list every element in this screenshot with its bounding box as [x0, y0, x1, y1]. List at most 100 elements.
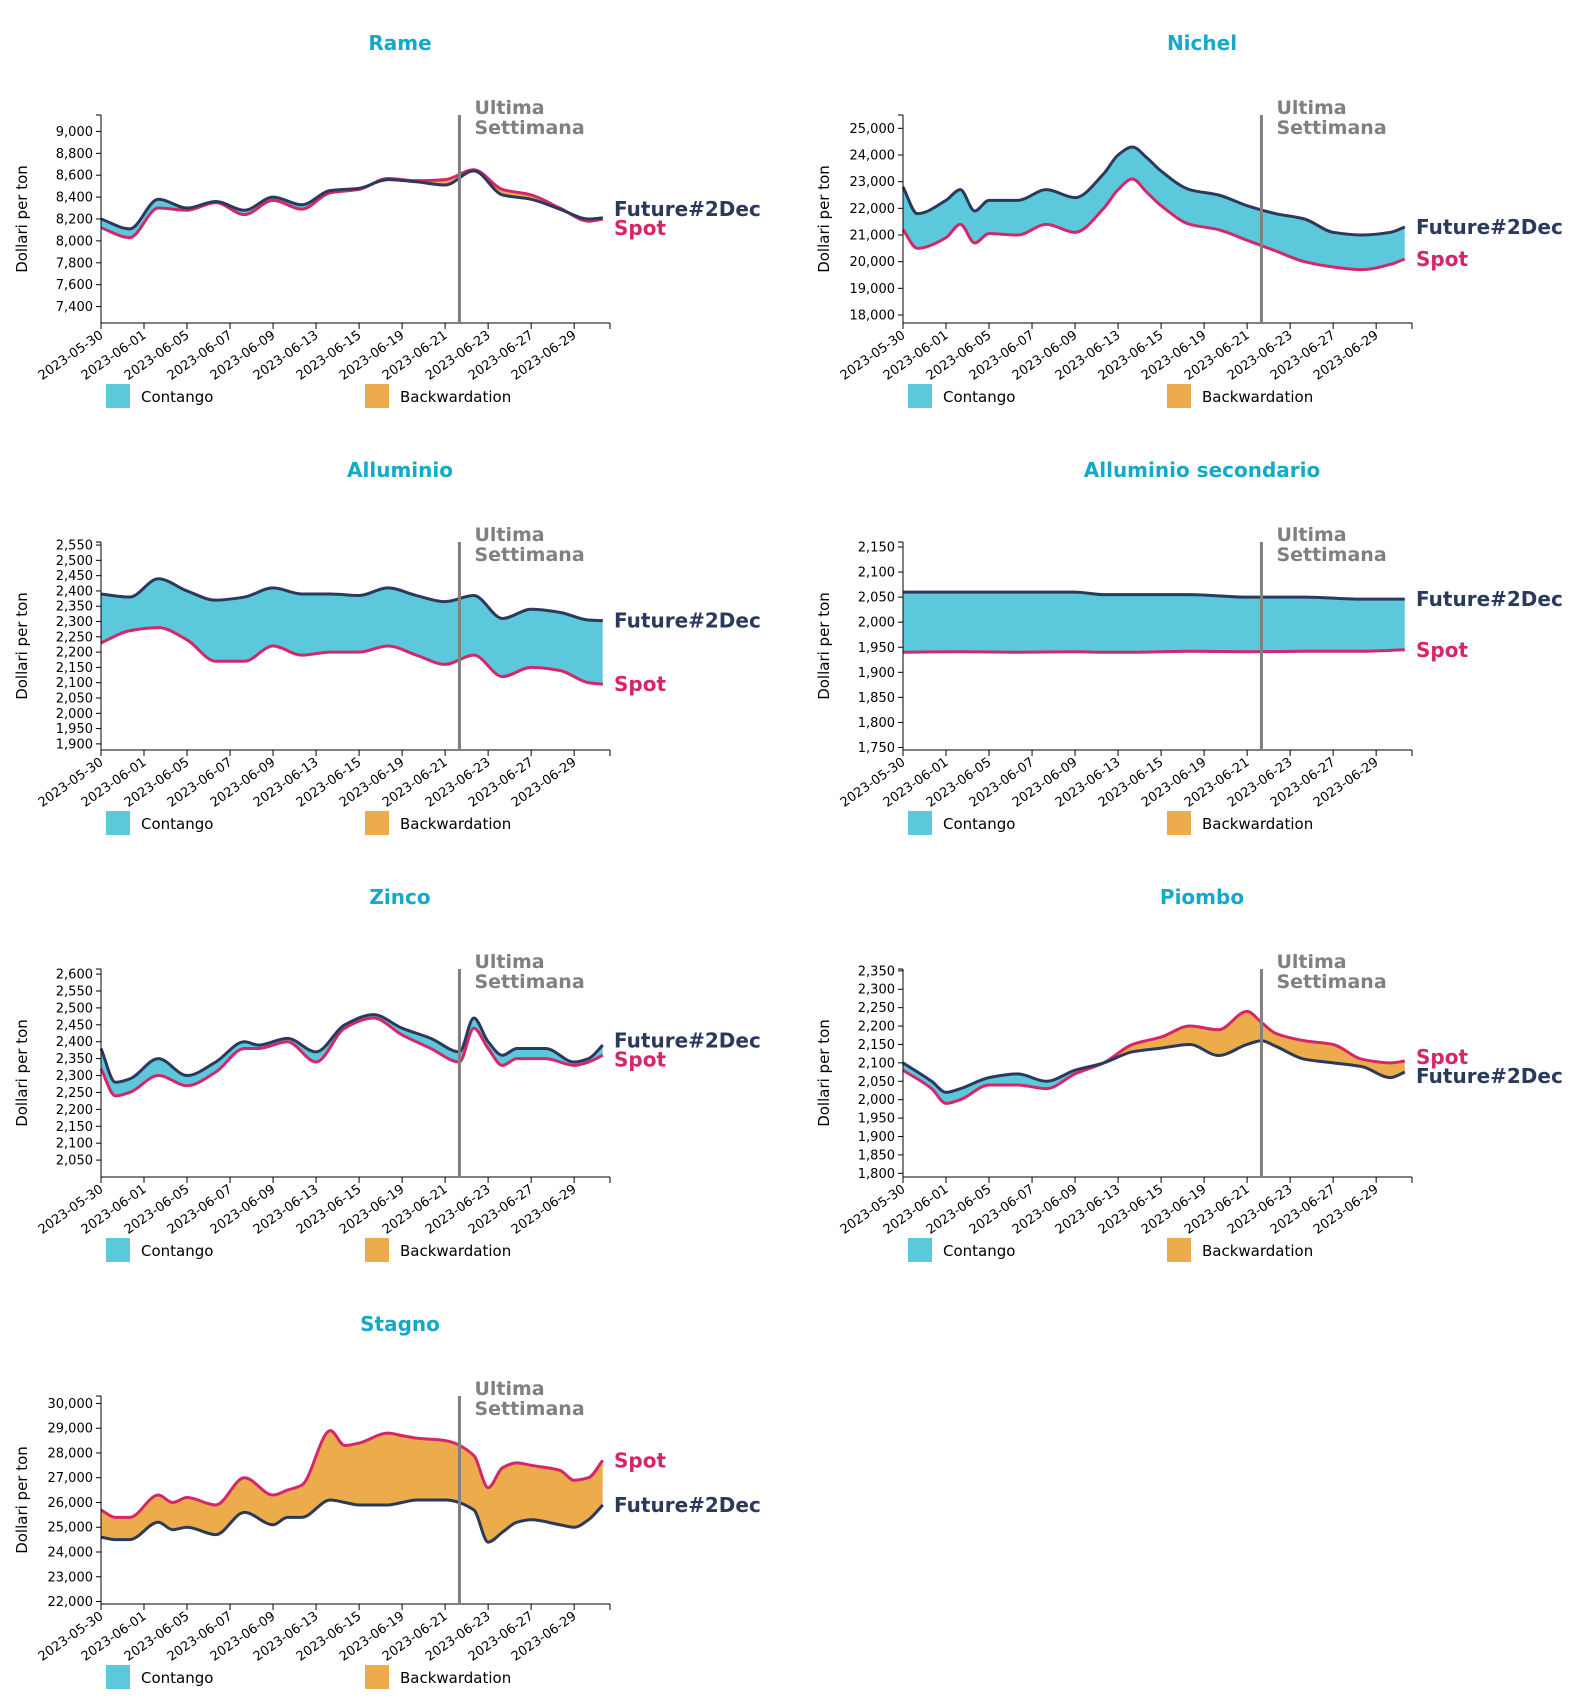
- y-tick-label: 22,000: [48, 1595, 94, 1610]
- y-tick-label: 2,050: [56, 692, 93, 707]
- spot-line: [100, 1429, 605, 1519]
- y-tick-label: 7,600: [56, 278, 93, 293]
- y-axis-title: Dollari per ton: [13, 592, 31, 700]
- y-tick-label: 2,350: [56, 600, 93, 615]
- chart-legend: Contango Backwardation: [908, 811, 1313, 835]
- spot-end-label: Spot: [1416, 247, 1468, 271]
- backwardation-area: [101, 1430, 603, 1543]
- future-end-label: Future#2Dec: [1416, 1064, 1563, 1088]
- y-tick-label: 2,100: [56, 676, 93, 691]
- y-tick-label: 2,100: [56, 1137, 93, 1152]
- spot-end-label: Spot: [614, 1448, 666, 1472]
- y-tick-label: 2,200: [858, 1020, 895, 1035]
- y-tick-label: 26,000: [48, 1496, 94, 1511]
- backwardation-swatch: [365, 1238, 389, 1262]
- last-week-label: Settimana: [474, 117, 584, 139]
- y-tick-label: 2,500: [56, 1001, 93, 1016]
- y-tick-label: 1,900: [858, 1130, 895, 1145]
- y-tick-label: 29,000: [48, 1422, 94, 1437]
- backwardation-swatch: [1167, 811, 1191, 835]
- spot-end-label: Spot: [1416, 638, 1468, 662]
- y-tick-label: 19,000: [850, 282, 896, 297]
- future-end-label: Future#2Dec: [614, 609, 761, 633]
- backwardation-swatch: [365, 1665, 389, 1689]
- y-tick-label: 8,400: [56, 191, 93, 206]
- y-tick-label: 9,000: [56, 125, 93, 140]
- contango-legend-label: Contango: [141, 815, 213, 833]
- backwardation-legend-label: Backwardation: [400, 1242, 511, 1260]
- future-line: [902, 590, 1405, 601]
- last-week-label: Settimana: [474, 971, 584, 993]
- y-tick-label: 1,800: [858, 716, 895, 731]
- backwardation-legend-label: Backwardation: [1202, 1242, 1313, 1260]
- backwardation-legend-label: Backwardation: [1202, 388, 1313, 406]
- chart-panel-alluminio-secondario: Alluminio secondario 1,750 1,800 1,850 1,900…: [815, 458, 1563, 835]
- backwardation-swatch: [365, 811, 389, 835]
- y-tick-label: 2,300: [56, 615, 93, 630]
- y-tick-label: 1,800: [858, 1167, 895, 1182]
- contango-legend-label: Contango: [141, 1242, 213, 1260]
- y-tick-label: 2,150: [858, 541, 895, 556]
- last-week-label: Settimana: [474, 544, 584, 566]
- backwardation-legend-label: Backwardation: [400, 815, 511, 833]
- backwardation-swatch: [1167, 1238, 1191, 1262]
- y-tick-label: 2,400: [56, 1035, 93, 1050]
- chart-title: Stagno: [360, 1312, 440, 1336]
- y-tick-label: 23,000: [850, 175, 896, 190]
- y-tick-label: 1,950: [858, 1112, 895, 1127]
- y-tick-label: 27,000: [48, 1471, 94, 1486]
- last-week-label: Settimana: [1276, 971, 1386, 993]
- contango-area: [903, 147, 1405, 270]
- y-tick-label: 18,000: [850, 309, 896, 324]
- contango-legend-label: Contango: [943, 815, 1015, 833]
- y-tick-label: 2,600: [56, 968, 93, 983]
- last-week-label: Ultima: [474, 524, 544, 546]
- backwardation-legend-label: Backwardation: [400, 1669, 511, 1687]
- chart-panel-alluminio: Alluminio1,9001,9502,0002,0502,1002,1502…: [13, 458, 761, 835]
- y-tick-label: 2,150: [858, 1038, 895, 1053]
- backwardation-swatch: [365, 384, 389, 408]
- y-tick-label: 2,400: [56, 584, 93, 599]
- y-tick-label: 1,900: [858, 666, 895, 681]
- contango-swatch: [908, 384, 932, 408]
- y-tick-label: 2,450: [56, 1018, 93, 1033]
- y-tick-label: 1,750: [858, 741, 895, 756]
- y-tick-label: 2,300: [858, 983, 895, 998]
- future-line: [99, 1013, 604, 1084]
- future-end-label: Future#2Dec: [1416, 587, 1563, 611]
- chart-legend: Contango Backwardation: [106, 384, 511, 408]
- chart-panel-zinco: Zinco 2,050 2,100 2,150 2,200 2,250 2,300 2,350…: [13, 885, 761, 1262]
- y-tick-label: 1,850: [858, 691, 895, 706]
- contango-legend-label: Contango: [943, 388, 1015, 406]
- chart-title: Rame: [368, 31, 431, 55]
- y-axis-title: Dollari per ton: [13, 165, 31, 273]
- last-week-label: Ultima: [474, 97, 544, 119]
- y-tick-label: 24,000: [850, 149, 896, 164]
- future-line: [902, 1039, 1406, 1094]
- y-tick-label: 2,200: [56, 1103, 93, 1118]
- contango-swatch: [908, 811, 932, 835]
- future-end-label: Future#2Dec: [1416, 215, 1563, 239]
- contango-legend-label: Contango: [943, 1242, 1015, 1260]
- chart-legend: Contango Backwardation: [908, 1238, 1313, 1262]
- y-axis-title: Dollari per ton: [815, 1019, 833, 1127]
- chart-legend: Contango Backwardation: [106, 811, 511, 835]
- y-tick-label: 28,000: [48, 1446, 94, 1461]
- y-tick-label: 2,050: [858, 591, 895, 606]
- contango-area: [903, 1040, 1405, 1104]
- chart-panel-nichel: Nichel 18,000 19,000 20,000 21,000 22,000 23,0…: [815, 31, 1563, 408]
- chart-legend: Contango Backwardation: [106, 1665, 511, 1689]
- y-tick-label: 2,350: [858, 964, 895, 979]
- y-tick-label: 25,000: [850, 122, 896, 137]
- last-week-label: Settimana: [1276, 544, 1386, 566]
- last-week-label: Ultima: [474, 1378, 544, 1400]
- y-tick-label: 1,950: [56, 722, 93, 737]
- y-tick-label: 7,400: [56, 300, 93, 315]
- chart-legend: Contango Backwardation: [106, 1238, 511, 1262]
- backwardation-swatch: [1167, 384, 1191, 408]
- chart-title: Piombo: [1160, 885, 1244, 909]
- y-tick-label: 2,450: [56, 569, 93, 584]
- contango-swatch: [106, 1665, 130, 1689]
- contango-swatch: [106, 811, 130, 835]
- spot-line: [100, 626, 603, 686]
